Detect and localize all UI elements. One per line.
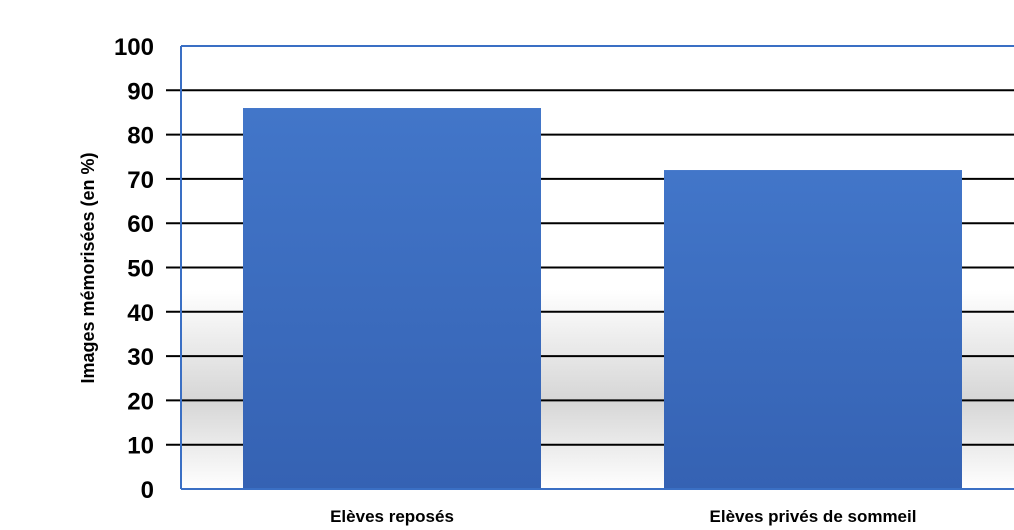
x-category-label-2: Elèves privés de sommeil	[710, 507, 917, 526]
y-tick-label-50: 50	[127, 256, 154, 283]
x-category-labels: Elèves reposés Elèves privés de sommeil	[330, 507, 916, 526]
y-tick-label-60: 60	[127, 211, 154, 238]
y-tick-label-100: 100	[114, 34, 154, 61]
x-category-label-1: Elèves reposés	[330, 507, 454, 526]
y-tick-label-70: 70	[127, 167, 154, 194]
y-tick-label-10: 10	[127, 433, 154, 460]
y-tick-label-90: 90	[127, 78, 154, 105]
bars	[243, 108, 962, 490]
y-tick-label-30: 30	[127, 344, 154, 371]
bar-1	[243, 108, 541, 490]
plot-frame	[180, 45, 1014, 490]
bar-2	[664, 170, 962, 490]
y-tick-label-0: 0	[141, 477, 154, 504]
y-tick-label-80: 80	[127, 123, 154, 150]
y-tick-labels: 0 10 20 30 40 50 60 70 80 90 100	[114, 34, 154, 504]
y-axis-title: Images mémorisées (en %)	[78, 152, 98, 383]
y-tick-label-40: 40	[127, 300, 154, 327]
y-tick-label-20: 20	[127, 388, 154, 415]
